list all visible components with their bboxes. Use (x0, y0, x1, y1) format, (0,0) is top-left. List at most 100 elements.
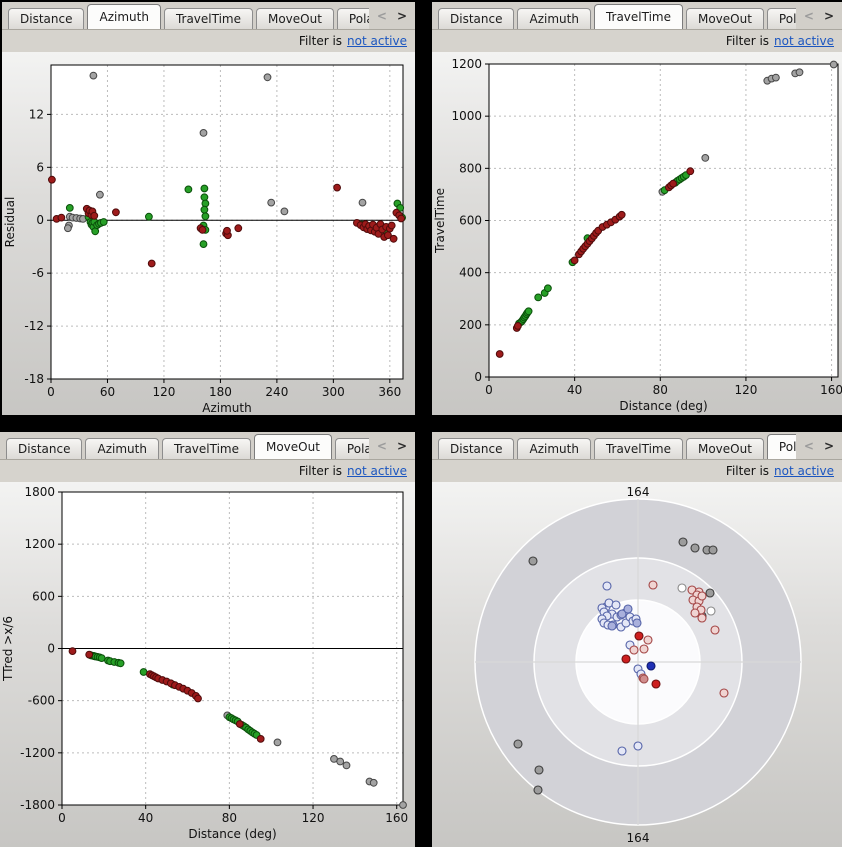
tab-list: DistanceAzimuthTravelTimeMoveOutPolarFir… (438, 4, 796, 29)
stations-filled-red-layer (621, 631, 661, 689)
filter-row: Filter is not active (432, 460, 842, 482)
panel-moveout: DistanceAzimuthTravelTimeMoveOutPolarFir… (0, 432, 415, 847)
primary-traveltimes-layer (495, 167, 695, 358)
filter-row: Filter is not active (432, 30, 842, 52)
svg-text:200: 200 (459, 318, 482, 332)
svg-text:1200: 1200 (24, 537, 55, 551)
plot-area: 0 40 80 120 160 -1800 -1200 -600 0 600 1200 1800 Dis… (0, 482, 415, 847)
tab-bar: DistanceAzimuthTravelTimeMoveOutPolarFir… (432, 432, 842, 460)
x-axis-label: Azimuth (202, 401, 251, 415)
svg-text:-18: -18 (24, 372, 44, 386)
tab-distance[interactable]: Distance (438, 8, 515, 29)
tab-moveout[interactable]: MoveOut (255, 8, 334, 29)
tab-azimuth[interactable]: Azimuth (87, 4, 161, 29)
svg-text:600: 600 (459, 214, 482, 228)
tab-scroll: < > (369, 9, 409, 29)
tab-scroll-left-button[interactable]: < (803, 9, 814, 23)
tab-bar: DistanceAzimuthTravelTimeMoveOutPolarFir… (0, 432, 415, 460)
filter-status-link[interactable]: not active (774, 34, 834, 48)
svg-text:-1200: -1200 (20, 746, 55, 760)
svg-text:0: 0 (47, 642, 55, 656)
polar-plot[interactable]: 164 164 (432, 482, 842, 847)
filter-status-link[interactable]: not active (347, 464, 407, 478)
svg-text:160: 160 (385, 811, 408, 825)
tab-polar[interactable]: Polar (336, 8, 369, 29)
polar-bottom-label: 164 (627, 831, 650, 845)
tab-traveltime[interactable]: TravelTime (593, 4, 683, 29)
filter-row: Filter is not active (0, 460, 415, 482)
tab-scroll: < > (796, 439, 836, 459)
x-axis-label: Distance (deg) (619, 399, 707, 413)
tab-traveltime[interactable]: TravelTime (161, 438, 251, 459)
svg-text:600: 600 (32, 589, 55, 603)
plot-area: 164 164 (432, 482, 842, 847)
svg-text:1200: 1200 (451, 57, 482, 71)
tab-traveltime[interactable]: TravelTime (163, 8, 253, 29)
tab-distance[interactable]: Distance (438, 438, 515, 459)
tab-moveout[interactable]: MoveOut (685, 8, 764, 29)
svg-text:-6: -6 (32, 266, 44, 280)
tab-scroll-left-button[interactable]: < (803, 439, 814, 453)
svg-text:400: 400 (459, 266, 482, 280)
y-axis-label: TTred >x/6 (1, 616, 15, 682)
tab-moveout[interactable]: MoveOut (253, 434, 332, 459)
polar-top-label: 164 (627, 485, 650, 499)
tab-scroll: < > (796, 9, 836, 29)
svg-text:1000: 1000 (451, 109, 482, 123)
tab-polar[interactable]: Polar (766, 8, 796, 29)
svg-text:40: 40 (138, 811, 153, 825)
tab-scroll: < > (369, 439, 409, 459)
svg-text:120: 120 (734, 383, 757, 397)
svg-text:-1800: -1800 (20, 798, 55, 812)
tab-scroll-right-button[interactable]: > (823, 9, 834, 23)
svg-text:1800: 1800 (24, 485, 55, 499)
svg-text:0: 0 (58, 811, 66, 825)
svg-text:0: 0 (485, 383, 493, 397)
moveout-plot[interactable]: 0 40 80 120 160 -1800 -1200 -600 0 600 1200 1800 Dis… (0, 482, 415, 847)
tab-azimuth[interactable]: Azimuth (517, 438, 591, 459)
tab-distance[interactable]: Distance (8, 8, 85, 29)
plot-area: 0 40 80 120 160 0 200 400 600 800 1000 1200 Distance… (432, 52, 842, 415)
filter-status-text: Filter is (725, 34, 770, 48)
tab-scroll-right-button[interactable]: > (823, 439, 834, 453)
stations-open-white-layer (677, 583, 716, 616)
svg-text:-12: -12 (24, 319, 44, 333)
svg-text:120: 120 (152, 385, 175, 399)
tab-scroll-right-button[interactable]: > (396, 439, 407, 453)
tab-scroll-right-button[interactable]: > (396, 9, 407, 23)
svg-text:80: 80 (222, 811, 237, 825)
traveltime-plot[interactable]: 0 40 80 120 160 0 200 400 600 800 1000 1200 Distance… (432, 52, 842, 415)
svg-text:-600: -600 (28, 694, 55, 708)
svg-text:0: 0 (47, 385, 55, 399)
tab-distance[interactable]: Distance (6, 438, 83, 459)
plot-area: 0 60 120 180 240 300 360 -18 -12 -6 0 6 12 Azimuth Res… (2, 52, 415, 415)
tab-azimuth[interactable]: Azimuth (85, 438, 159, 459)
filter-status-text: Filter is (725, 464, 770, 478)
svg-text:180: 180 (209, 385, 232, 399)
tab-polar[interactable]: Polar (766, 434, 796, 459)
tab-bar: DistanceAzimuthTravelTimeMoveOutPolarFir… (432, 2, 842, 30)
y-axis-label: TravelTime (433, 188, 447, 254)
svg-text:6: 6 (36, 160, 44, 174)
svg-text:0: 0 (474, 370, 482, 384)
tab-azimuth[interactable]: Azimuth (517, 8, 591, 29)
stations-filled-lavender-layer (607, 604, 642, 631)
tab-scroll-left-button[interactable]: < (376, 439, 387, 453)
filter-status-text: Filter is (298, 464, 343, 478)
tab-moveout[interactable]: MoveOut (685, 438, 764, 459)
filter-status-link[interactable]: not active (774, 464, 834, 478)
tab-scroll-left-button[interactable]: < (376, 9, 387, 23)
stations-filled-blue-layer (646, 661, 656, 671)
tab-traveltime[interactable]: TravelTime (593, 438, 683, 459)
svg-text:120: 120 (302, 811, 325, 825)
filter-status-link[interactable]: not active (347, 34, 407, 48)
panel-traveltime: DistanceAzimuthTravelTimeMoveOutPolarFir… (432, 2, 842, 415)
tab-polar[interactable]: Polar (334, 438, 369, 459)
primary-moveout-layer (68, 647, 265, 743)
y-axis-label: Residual (3, 197, 17, 248)
svg-text:800: 800 (459, 161, 482, 175)
panel-polar: DistanceAzimuthTravelTimeMoveOutPolarFir… (432, 432, 842, 847)
svg-text:360: 360 (378, 385, 401, 399)
azimuth-residual-plot[interactable]: 0 60 120 180 240 300 360 -18 -12 -6 0 6 12 Azimuth Res… (2, 52, 415, 415)
